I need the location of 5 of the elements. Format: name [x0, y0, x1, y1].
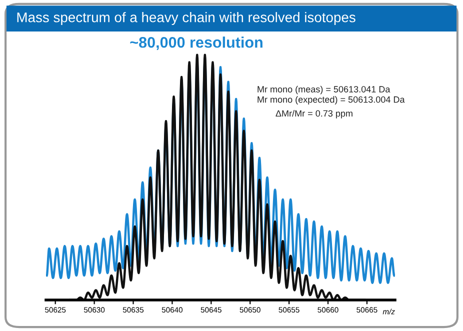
- annotation: Mr mono (expected) = 50613.004 Da: [258, 96, 405, 104]
- chart-title: Mass spectrum of a heavy chain with resolved isotopes: [17, 12, 356, 26]
- annotation: ΔMr/Mr = 0.73 ppm: [276, 110, 352, 118]
- annotation: Mr mono (meas) = 50613.041 Da: [258, 86, 390, 94]
- text: ~80,000 resolution: [130, 36, 262, 50]
